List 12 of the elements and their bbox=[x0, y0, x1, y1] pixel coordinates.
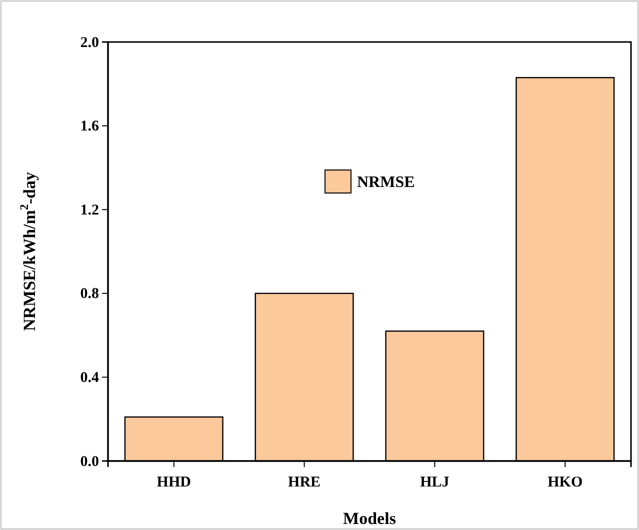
x-tick-label: HHD bbox=[156, 474, 192, 490]
x-tick-label: HKO bbox=[548, 474, 583, 490]
y-tick-label: 2.0 bbox=[80, 34, 99, 51]
y-tick-label: 0.0 bbox=[80, 454, 99, 470]
y-tick-label: 1.6 bbox=[80, 118, 100, 135]
x-tick-label: HLJ bbox=[420, 474, 450, 490]
x-axis-title: Models bbox=[343, 509, 396, 528]
legend-label: NRMSE bbox=[357, 174, 415, 191]
x-tick-label: HRE bbox=[288, 474, 321, 490]
y-tick-label: 1.2 bbox=[80, 202, 99, 218]
y-tick-label: 0.8 bbox=[80, 286, 99, 302]
y-tick-label: 0.4 bbox=[80, 370, 100, 386]
